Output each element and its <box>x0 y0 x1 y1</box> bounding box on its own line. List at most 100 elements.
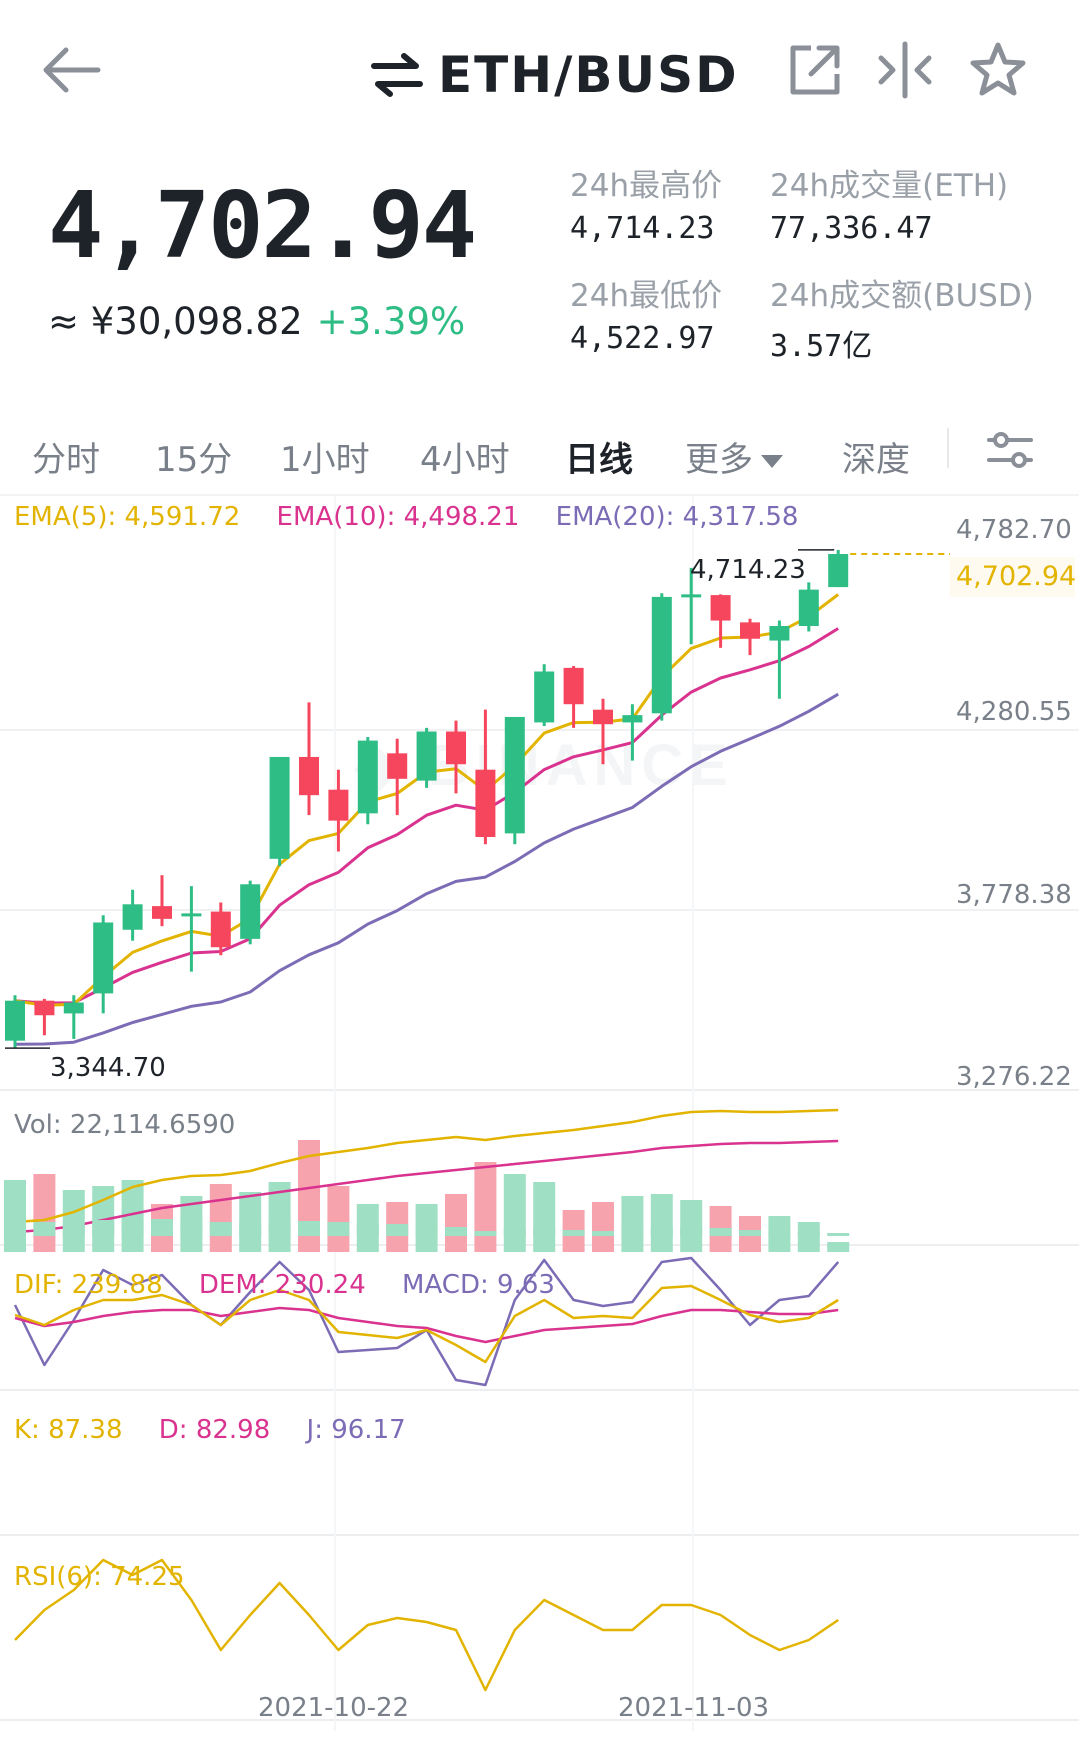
candle-body <box>93 922 114 994</box>
date-axis-label: 2021-11-03 <box>618 1693 770 1723</box>
chart-settings-icon[interactable] <box>985 428 1035 472</box>
ema-legend: EMA(5): 4,591.72 EMA(10): 4,498.21 EMA(2… <box>14 502 826 532</box>
price-axis-label: 3,778.38 <box>956 880 1072 910</box>
stat-label: 24h最低价 <box>570 278 723 314</box>
candle-body <box>269 756 290 859</box>
candle-body <box>34 1000 55 1016</box>
macd-histogram-bar <box>4 1220 26 1236</box>
dif-label: DIF: 239.88 <box>14 1270 163 1300</box>
tab-more[interactable]: 更多 <box>685 432 783 481</box>
change-percent: +3.39% <box>316 300 466 343</box>
pair-selector[interactable]: ETH/BUSD <box>370 40 739 110</box>
back-arrow-icon[interactable] <box>38 40 108 100</box>
macd-histogram-bar <box>827 1233 850 1236</box>
tab-depth[interactable]: 深度 <box>842 440 910 480</box>
candle-body <box>475 769 496 837</box>
d-line <box>14 1306 839 1344</box>
rsi-legend: RSI(6): 74.25 <box>14 1562 213 1592</box>
macd-histogram-bar <box>650 1228 673 1236</box>
kline-chart[interactable]: ◆ BINANCE <box>0 496 1079 1749</box>
tab-4h[interactable]: 4小时 <box>420 440 510 480</box>
divider <box>0 494 1079 496</box>
candle-body <box>5 1000 25 1041</box>
stat-label: 24h成交量(ETH) <box>770 168 1009 204</box>
ema20-label: EMA(20): 4,317.58 <box>555 502 799 532</box>
tab-15m[interactable]: 15分 <box>155 440 233 480</box>
volume-bar <box>827 1242 850 1252</box>
tab-separator <box>947 428 949 468</box>
volume-bar <box>680 1200 703 1252</box>
macd-histogram-bar <box>797 1232 820 1236</box>
macd-histogram-bar <box>62 1222 85 1236</box>
volume-bar <box>650 1194 673 1252</box>
tab-1d[interactable]: 日线 <box>565 440 633 480</box>
candle-body <box>357 740 378 814</box>
candle-body <box>122 904 143 930</box>
tab-1h[interactable]: 1小时 <box>280 440 370 480</box>
volume-bar <box>474 1162 497 1252</box>
candle-body <box>798 589 819 627</box>
candle-body <box>387 753 408 779</box>
volume-bar <box>445 1194 467 1252</box>
tab-more-label: 更多 <box>685 440 753 480</box>
macd-histogram-bar <box>415 1225 438 1236</box>
date-axis-label: 2021-10-22 <box>258 1693 410 1723</box>
candle-body <box>504 716 525 834</box>
ema10-label: EMA(10): 4,498.21 <box>276 502 520 532</box>
share-icon[interactable] <box>785 40 845 100</box>
macd-histogram-bar <box>768 1231 791 1236</box>
dem-label: DEM: 230.24 <box>198 1270 366 1300</box>
stat-24h-amount: 24h成交额(BUSD) 3.57亿 <box>770 270 1034 365</box>
ema10-line <box>14 627 839 1005</box>
cny-price: ≈ ¥30,098.82 <box>48 300 303 343</box>
compare-icon[interactable] <box>875 40 935 100</box>
macd-histogram-bar <box>445 1227 467 1236</box>
macd-histogram-bar <box>356 1224 379 1236</box>
macd-histogram-bar <box>298 1221 320 1236</box>
macd-histogram-bar <box>386 1224 409 1236</box>
macd-histogram-bar <box>327 1222 350 1236</box>
macd-histogram-bar <box>474 1231 497 1236</box>
price-axis-label: 4,782.70 <box>956 515 1072 545</box>
pair-title: ETH/BUSD <box>438 46 739 104</box>
stat-24h-volume: 24h成交量(ETH) 77,336.47 <box>770 160 1030 246</box>
candle-body <box>681 594 702 598</box>
top-bar: ETH/BUSD <box>0 0 1079 140</box>
stat-value: 3.57亿 <box>770 329 873 364</box>
macd-histogram-bar <box>209 1222 232 1236</box>
volume-bar <box>33 1174 56 1252</box>
volume-bar <box>592 1202 614 1252</box>
max-price-mark: 4,714.23 <box>690 555 806 585</box>
stat-label: 24h成交额(BUSD) <box>770 278 1034 314</box>
stat-label: 24h最高价 <box>570 168 723 204</box>
volume-bar <box>327 1186 350 1252</box>
macd-legend: DIF: 239.88 DEM: 230.24 MACD: 9.63 <box>14 1270 583 1300</box>
volume-bar <box>621 1196 644 1252</box>
price-summary: 4,702.94 ≈ ¥30,098.82 +3.39% <box>48 172 477 344</box>
rsi-line <box>14 1558 839 1692</box>
candle-body <box>593 709 613 725</box>
caret-down-icon <box>761 455 783 468</box>
price-axis-label: 4,280.55 <box>956 697 1072 727</box>
volume-label: Vol: 22,114.6590 <box>14 1110 236 1140</box>
dif-line <box>14 1108 839 1224</box>
stat-value: 4,522.97 <box>570 321 715 356</box>
tab-time[interactable]: 分时 <box>32 440 100 480</box>
k-label: K: 87.38 <box>14 1415 123 1445</box>
macd-histogram-bar <box>268 1221 291 1236</box>
stat-value: 77,336.47 <box>770 211 933 246</box>
watermark-logo: ◆ BINANCE <box>353 733 734 798</box>
candle-body <box>828 554 849 588</box>
interval-tabs: 分时 15分 1小时 4小时 日线 更多 深度 <box>0 420 1079 490</box>
macd-histogram-bar <box>592 1231 614 1236</box>
last-price: 4,702.94 <box>48 172 477 279</box>
current-price-tag: 4,702.94 <box>950 557 1076 597</box>
candle-body <box>446 731 466 765</box>
candle-body <box>710 595 731 621</box>
macd-histogram-bar <box>680 1227 703 1236</box>
macd-histogram-bar <box>533 1227 556 1236</box>
volume-bar <box>533 1182 556 1252</box>
d-label: D: 82.98 <box>158 1415 271 1445</box>
macd-histogram-bar <box>33 1222 56 1236</box>
star-icon[interactable] <box>968 40 1028 100</box>
